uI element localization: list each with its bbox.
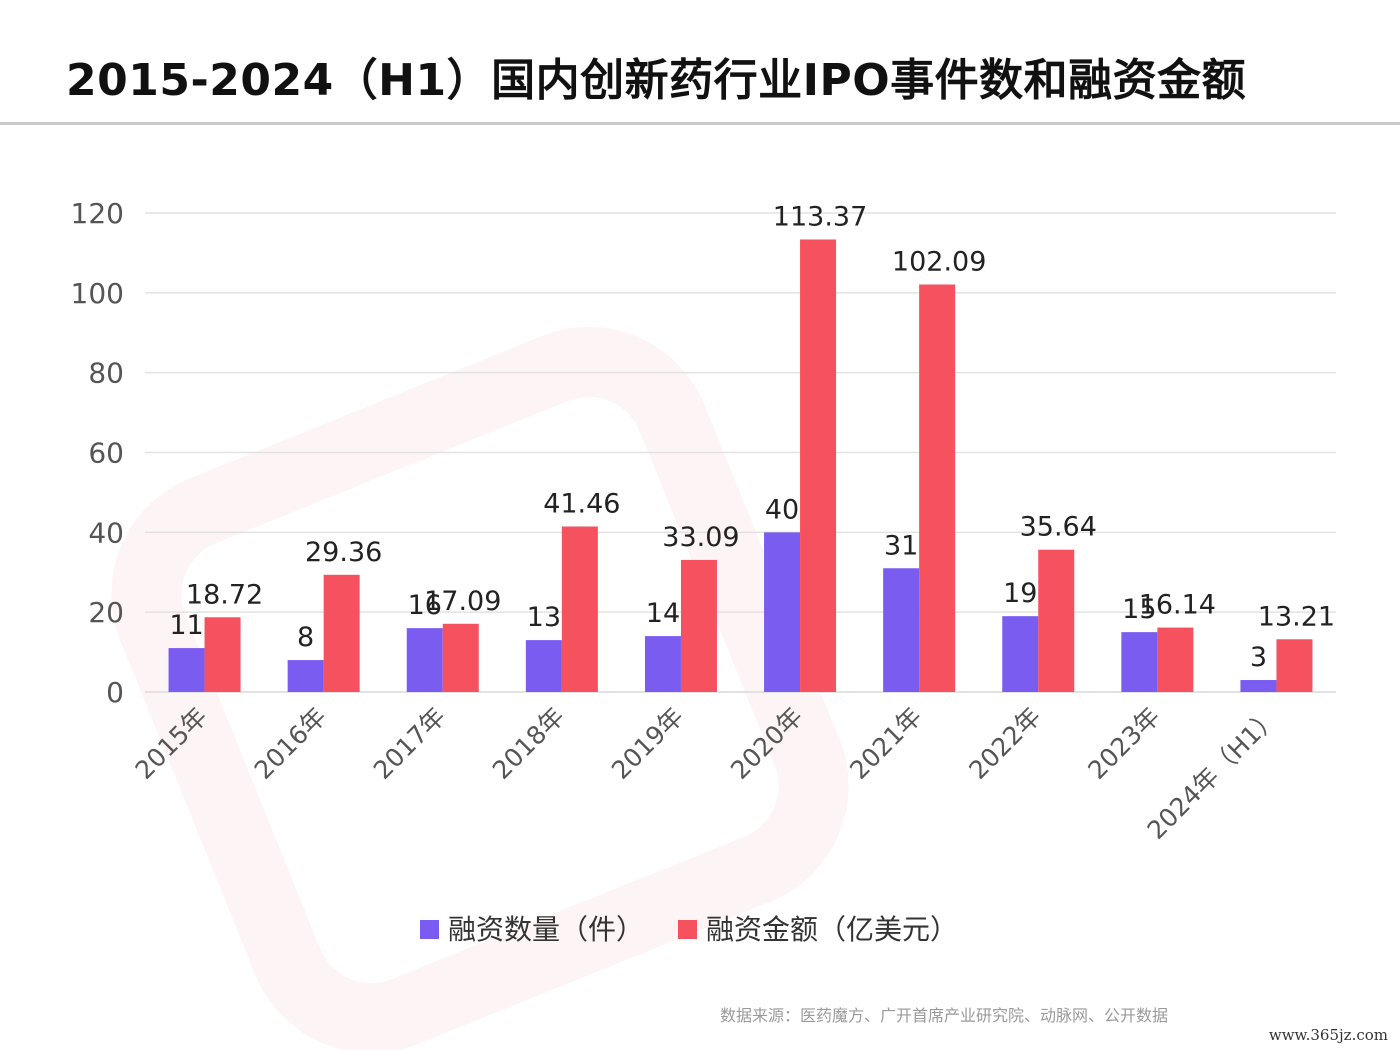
bar-amount <box>919 284 956 692</box>
bar-count <box>406 628 443 692</box>
bar-amount <box>1038 549 1075 692</box>
data-label-amount: 35.64 <box>1020 512 1097 543</box>
y-axis-ticks: 0 20 40 60 80 100 120 <box>71 197 124 709</box>
x-tick-label: 2016年 <box>249 702 332 785</box>
data-label-count: 19 <box>1003 578 1037 609</box>
data-label-count: 13 <box>527 602 561 633</box>
bar-count <box>644 636 681 692</box>
data-label-amount: 18.72 <box>186 579 263 610</box>
bar-amount <box>323 574 360 692</box>
y-tick-label: 80 <box>88 357 124 390</box>
bar-amount <box>442 623 479 692</box>
y-tick-label: 20 <box>88 596 124 629</box>
data-label-amount: 41.46 <box>543 489 620 520</box>
bar-count <box>764 532 801 692</box>
data-label-count: 16 <box>408 590 442 621</box>
bar-amount <box>800 239 837 692</box>
legend: 融资数量（件） 融资金额（亿美元） <box>420 913 958 946</box>
data-label-count: 15 <box>1122 594 1156 625</box>
site-watermark: www.365jz.com <box>1264 1026 1392 1044</box>
data-label-count: 3 <box>1250 642 1267 673</box>
bar-amount <box>1157 627 1194 692</box>
legend-label-count: 融资数量（件） <box>448 913 644 946</box>
y-tick-label: 100 <box>71 277 124 310</box>
x-tick-label: 2021年 <box>844 702 927 785</box>
x-tick-label: 2017年 <box>368 702 451 785</box>
legend-swatch-count <box>420 920 439 939</box>
bar-amount <box>561 526 598 692</box>
bar-count <box>1240 680 1277 692</box>
bar-count <box>168 648 205 692</box>
data-label-amount: 113.37 <box>773 201 867 232</box>
data-label-count: 11 <box>169 610 203 641</box>
data-label-amount: 17.09 <box>424 586 501 617</box>
data-label-amount: 16.14 <box>1139 590 1216 621</box>
x-tick-label: 2019年 <box>606 702 689 785</box>
bar-amount <box>1276 639 1313 692</box>
y-tick-label: 40 <box>88 516 124 549</box>
data-label-amount: 29.36 <box>305 537 382 568</box>
bar-amount <box>680 559 717 692</box>
bar-count <box>1002 616 1039 692</box>
bar-count <box>883 568 920 692</box>
x-tick-label: 2023年 <box>1082 702 1165 785</box>
data-label-count: 14 <box>646 598 680 629</box>
x-tick-label: 2022年 <box>963 702 1046 785</box>
data-source-note: 数据来源：医药魔方、广开首席产业研究院、动脉网、公开数据 <box>720 1006 1169 1025</box>
title-divider <box>0 122 1400 125</box>
bar-count <box>525 640 562 692</box>
bar-amount <box>204 617 241 692</box>
bar-count <box>1121 632 1158 692</box>
data-label-amount: 33.09 <box>662 522 739 553</box>
legend-swatch-amount <box>678 920 697 939</box>
y-tick-label: 120 <box>71 197 124 230</box>
data-label-amount: 102.09 <box>892 246 986 277</box>
bar-count <box>287 660 324 692</box>
data-label-count: 40 <box>765 494 799 525</box>
bars <box>168 239 1313 692</box>
legend-label-amount: 融资金额（亿美元） <box>706 913 958 946</box>
x-tick-label: 2018年 <box>487 702 570 785</box>
watermark <box>111 326 849 1050</box>
data-label-amount: 13.21 <box>1258 601 1335 632</box>
x-axis-ticks: 2015年 2016年 2017年 2018年 2019年 2020年 2021年 2022年… <box>130 702 1285 845</box>
chart-title: 2015-2024（H1）国内创新药行业IPO事件数和融资金额 <box>66 55 1247 106</box>
data-label-count: 31 <box>884 530 918 561</box>
data-label-count: 8 <box>297 622 314 653</box>
y-tick-label: 0 <box>106 676 124 709</box>
y-tick-label: 60 <box>88 437 124 470</box>
